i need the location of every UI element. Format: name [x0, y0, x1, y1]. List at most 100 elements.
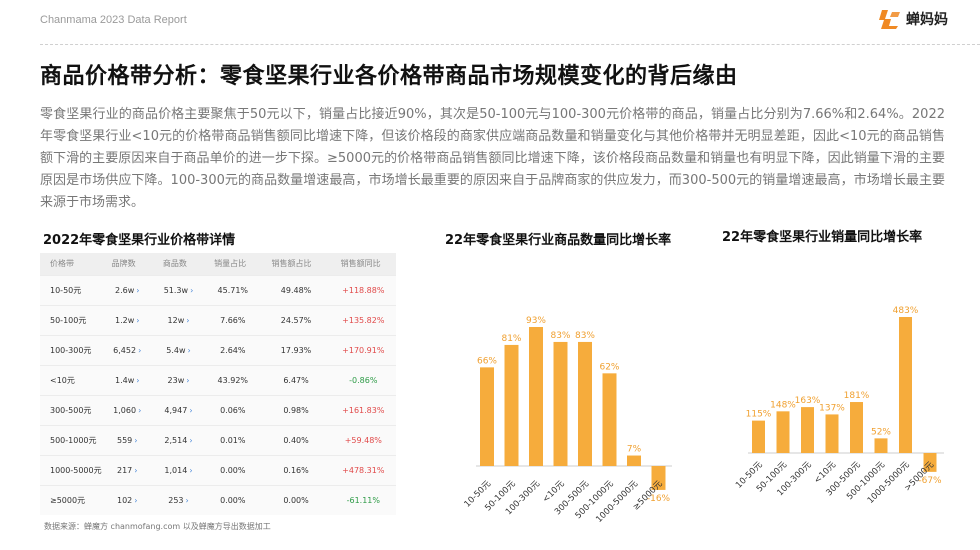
table-body: 10-50元 2.6w › 51.3w › 45.71% 49.48% +118.88% 50-…	[40, 274, 396, 515]
chevron-right-icon[interactable]: ›	[185, 495, 189, 505]
cell-band: 500-1000元	[40, 424, 102, 455]
table-title: 2022年零食坚果行业价格带详情	[43, 233, 236, 248]
cell-value: 0.40%	[283, 435, 309, 445]
chevron-right-icon[interactable]: ›	[186, 315, 190, 325]
chevron-right-icon[interactable]: ›	[134, 495, 138, 505]
cell-products[interactable]: 253 ›	[152, 484, 205, 515]
cell-products[interactable]: 5.4w ›	[152, 334, 205, 365]
cell-value: 49.48%	[280, 285, 312, 295]
chevron-right-icon[interactable]: ›	[134, 435, 138, 445]
data-label: 115%	[746, 410, 772, 420]
chevron-right-icon[interactable]: ›	[134, 465, 138, 475]
data-label: 83%	[550, 331, 570, 341]
cell-value: 6.47%	[283, 375, 309, 385]
cell-value: 4,947	[164, 405, 188, 415]
cell-brands[interactable]: 2.6w ›	[101, 274, 153, 305]
cell-sales-share: 0.40%	[261, 424, 331, 455]
chevron-right-icon[interactable]: ›	[190, 285, 194, 295]
bar-<10元	[825, 414, 839, 453]
bar-1000-5000元	[627, 455, 641, 466]
cell-vol-share: 0.00%	[204, 454, 262, 485]
chart-title-sales-volume: 22年零食坚果行业销量同比增长率	[722, 230, 923, 245]
cell-value: ≥5000元	[50, 495, 86, 505]
table-row: 500-1000元 559 › 2,514 › 0.01% 0.40% +59.48%	[40, 424, 396, 455]
intro-paragraph: 零食坚果行业的商品价格主要聚焦于50元以下，销量占比接近90%，其次是50-10…	[40, 107, 945, 210]
data-label: 148%	[770, 400, 796, 410]
cell-sales-share: 24.57%	[261, 304, 331, 335]
page-title: 商品价格带分析：零食坚果行业各价格带商品市场规模变化的背后缘由	[40, 64, 738, 89]
column-header: 商品数	[152, 253, 205, 275]
cell-products[interactable]: 1,014 ›	[152, 454, 205, 485]
cell-products[interactable]: 51.3w ›	[152, 274, 205, 305]
column-header: 销售额占比	[261, 253, 331, 275]
table-row: 10-50元 2.6w › 51.3w › 45.71% 49.48% +118.88%	[40, 274, 396, 305]
cell-band: 1000-5000元	[40, 454, 102, 485]
header-divider	[40, 44, 980, 45]
cell-band: ≥5000元	[40, 484, 102, 515]
chevron-right-icon[interactable]: ›	[138, 405, 142, 415]
data-source-note: 数据来源：蝉魔方 chanmofang.com 以及蝉魔方导出数据加工	[44, 522, 271, 531]
cell-brands[interactable]: 1,060 ›	[101, 394, 153, 425]
table-row: <10元 1.4w › 23w › 43.92% 6.47% -0.86%	[40, 364, 396, 395]
data-label: 137%	[819, 403, 845, 413]
data-label: 52%	[871, 427, 891, 437]
cell-products[interactable]: 23w ›	[152, 364, 205, 395]
product-count-growth-chart: 66%10-50元81%50-100元93%100-300元83%<10元83%…	[463, 316, 672, 525]
chevron-right-icon[interactable]: ›	[138, 345, 142, 355]
chevron-right-icon[interactable]: ›	[189, 435, 193, 445]
cell-brands[interactable]: 217 ›	[101, 454, 153, 485]
data-label: 66%	[477, 356, 497, 366]
cell-vol-share: 0.06%	[204, 394, 262, 425]
cell-brands[interactable]: 559 ›	[101, 424, 153, 455]
cell-brands[interactable]: 1.2w ›	[101, 304, 153, 335]
chevron-right-icon[interactable]: ›	[136, 315, 140, 325]
cell-value: 50-100元	[50, 315, 87, 325]
cell-value: 1,014	[164, 465, 188, 475]
chevron-right-icon[interactable]: ›	[187, 345, 191, 355]
cell-brands[interactable]: 102 ›	[101, 484, 153, 515]
cell-value: 0.00%	[283, 495, 309, 505]
chevron-right-icon[interactable]: ›	[189, 465, 193, 475]
cell-value: 0.16%	[283, 465, 309, 475]
cell-brands[interactable]: 6,452 ›	[101, 334, 153, 365]
cell-value: 12w	[167, 315, 185, 325]
cell-value: 17.93%	[280, 345, 312, 355]
cell-value: 1.4w	[115, 375, 135, 385]
cell-vol-share: 43.92%	[204, 364, 262, 395]
chevron-right-icon[interactable]: ›	[136, 285, 140, 295]
cell-products[interactable]: 2,514 ›	[152, 424, 205, 455]
cell-vol-share: 2.64%	[204, 334, 262, 365]
chevron-right-icon[interactable]: ›	[189, 405, 193, 415]
cell-value: 559	[116, 435, 133, 445]
cell-value: 1.2w	[115, 315, 135, 325]
column-header: 品牌数	[101, 253, 153, 275]
cell-value: 10-50元	[50, 285, 82, 295]
cell-value: 0.06%	[220, 405, 246, 415]
cell-sales-share: 17.93%	[261, 334, 331, 365]
cell-vol-share: 7.66%	[204, 304, 262, 335]
cell-sales-share: 0.98%	[261, 394, 331, 425]
cell-products[interactable]: 12w ›	[152, 304, 205, 335]
data-label: 93%	[526, 316, 546, 326]
cell-value: 6,452	[113, 345, 137, 355]
cell-value: 1,060	[113, 405, 137, 415]
chevron-right-icon[interactable]: ›	[136, 375, 140, 385]
chevron-right-icon[interactable]: ›	[186, 375, 190, 385]
cell-value: 0.01%	[220, 435, 246, 445]
bar-300-500元	[578, 341, 592, 466]
cell-value: 1000-5000元	[50, 465, 102, 475]
column-header: 价格带	[40, 253, 102, 275]
column-header: 销量占比	[204, 253, 262, 275]
cell-value: 7.66%	[220, 315, 246, 325]
cell-value: 5.4w	[166, 345, 186, 355]
cell-value: 24.57%	[280, 315, 312, 325]
cell-value: 253	[168, 495, 184, 505]
cell-value: 300-500元	[50, 405, 92, 415]
cell-sales-yoy: +478.31%	[330, 454, 396, 485]
cell-brands[interactable]: 1.4w ›	[101, 364, 153, 395]
cell-sales-share: 0.16%	[261, 454, 331, 485]
bar-50-100元	[776, 411, 790, 453]
table-row: ≥5000元 102 › 253 › 0.00% 0.00% -61.11%	[40, 484, 396, 515]
bar-100-300元	[529, 327, 543, 466]
cell-products[interactable]: 4,947 ›	[152, 394, 205, 425]
